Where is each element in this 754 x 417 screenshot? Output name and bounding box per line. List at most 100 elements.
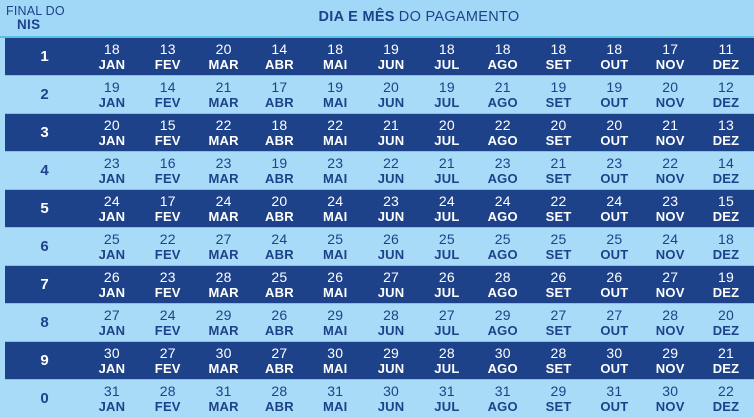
payment-month: MAI bbox=[323, 171, 348, 186]
payment-day: 29 bbox=[215, 307, 232, 323]
payment-date-cell: 23 NOV bbox=[642, 190, 698, 227]
table-row: 1 18 JAN 13 FEV 20 MAR 14 ABR 18 MAI 19 JUN 18 JUL 18 AG… bbox=[5, 38, 754, 76]
payment-day: 27 bbox=[215, 231, 232, 247]
table-row: 9 30 JAN 27 FEV 30 MAR 27 ABR 30 MAI 29 JUN 28 JUL 30 AG… bbox=[5, 342, 754, 380]
payment-date-cell: 27 NOV bbox=[642, 266, 698, 303]
payment-date-cell: 22 FEV bbox=[140, 228, 196, 265]
payment-month: FEV bbox=[154, 171, 181, 186]
payment-month: FEV bbox=[154, 247, 181, 262]
payment-month: JUN bbox=[377, 57, 405, 72]
nis-final-digit: 2 bbox=[40, 86, 49, 103]
payment-day: 27 bbox=[103, 307, 120, 323]
payment-day: 30 bbox=[215, 345, 232, 361]
payment-month: JUN bbox=[377, 133, 405, 148]
payment-date-cell: 25 MAI bbox=[307, 228, 363, 265]
payment-month: JAN bbox=[98, 323, 126, 338]
payment-day: 16 bbox=[159, 155, 176, 171]
payment-date-cell: 29 SET bbox=[531, 380, 587, 417]
payment-day: 24 bbox=[494, 193, 511, 209]
payment-month: JUL bbox=[434, 133, 460, 148]
payment-day: 28 bbox=[271, 383, 288, 399]
payment-month: DEZ bbox=[712, 171, 740, 186]
payment-date-cell: 18 JAN bbox=[84, 38, 140, 75]
payment-month: JUL bbox=[434, 247, 460, 262]
payment-month: SET bbox=[545, 399, 572, 414]
payment-day: 18 bbox=[550, 41, 567, 57]
payment-month: MAR bbox=[208, 95, 239, 110]
payment-month: ABR bbox=[265, 209, 294, 224]
payment-month: JUN bbox=[377, 399, 405, 414]
payment-month: NOV bbox=[655, 133, 685, 148]
payment-date-cell: 30 MAI bbox=[307, 342, 363, 379]
payment-day: 23 bbox=[383, 193, 400, 209]
payment-month: NOV bbox=[655, 361, 685, 376]
payment-month: JUL bbox=[434, 57, 460, 72]
payment-month: ABR bbox=[265, 323, 294, 338]
payment-month: DEZ bbox=[712, 285, 740, 300]
nis-final-digit: 1 bbox=[40, 48, 49, 65]
payment-month: MAR bbox=[208, 285, 239, 300]
payment-month: JUL bbox=[434, 361, 460, 376]
payment-month: JAN bbox=[98, 285, 126, 300]
payment-month: JUN bbox=[377, 323, 405, 338]
payment-date-cell: 21 MAR bbox=[196, 76, 252, 113]
payment-day: 24 bbox=[327, 193, 344, 209]
payment-month: JUL bbox=[434, 209, 460, 224]
payment-month: SET bbox=[545, 361, 572, 376]
payment-date-cell: 23 MAI bbox=[307, 152, 363, 189]
payment-day: 26 bbox=[438, 269, 455, 285]
payment-date-cell: 25 OUT bbox=[586, 228, 642, 265]
payment-month: JAN bbox=[98, 361, 126, 376]
payment-date-cell: 23 JAN bbox=[84, 152, 140, 189]
payment-date-cell: 19 JUL bbox=[419, 76, 475, 113]
payment-date-cell: 27 OUT bbox=[586, 304, 642, 341]
payment-date-cell: 27 MAR bbox=[196, 228, 252, 265]
payment-day: 23 bbox=[662, 193, 679, 209]
row-month-cells: 27 JAN 24 FEV 29 MAR 26 ABR 29 MAI 28 JUN 27 JUL 29 AGO… bbox=[84, 304, 754, 341]
payment-day: 14 bbox=[159, 79, 176, 95]
payment-day: 31 bbox=[103, 383, 120, 399]
payment-date-cell: 27 JUN bbox=[363, 266, 419, 303]
payment-day: 30 bbox=[327, 345, 344, 361]
payment-date-cell: 23 OUT bbox=[586, 152, 642, 189]
payment-month: MAI bbox=[323, 247, 348, 262]
payment-month: MAR bbox=[208, 133, 239, 148]
payment-date-cell: 24 MAI bbox=[307, 190, 363, 227]
payment-month: MAI bbox=[323, 361, 348, 376]
payment-date-cell: 31 JAN bbox=[84, 380, 140, 417]
payment-month: OUT bbox=[600, 247, 629, 262]
payment-day: 19 bbox=[606, 79, 623, 95]
payment-day: 30 bbox=[103, 345, 120, 361]
payment-day: 23 bbox=[215, 155, 232, 171]
payment-month: JUN bbox=[377, 285, 405, 300]
payment-month: JUL bbox=[434, 399, 460, 414]
payment-month: SET bbox=[545, 171, 572, 186]
payment-day: 17 bbox=[271, 79, 288, 95]
payment-month: JUN bbox=[377, 247, 405, 262]
payment-day: 15 bbox=[159, 117, 176, 133]
payment-date-cell: 31 MAI bbox=[307, 380, 363, 417]
payment-month: DEZ bbox=[712, 399, 740, 414]
payment-date-cell: 20 DEZ bbox=[698, 304, 754, 341]
payment-month: JAN bbox=[98, 399, 126, 414]
payment-month: DEZ bbox=[712, 133, 740, 148]
payment-month: AGO bbox=[487, 361, 518, 376]
payment-date-cell: 25 AGO bbox=[475, 228, 531, 265]
payment-month: FEV bbox=[154, 133, 181, 148]
payment-date-cell: 17 ABR bbox=[251, 76, 307, 113]
payment-day: 29 bbox=[494, 307, 511, 323]
payment-day: 24 bbox=[606, 193, 623, 209]
payment-day: 20 bbox=[718, 307, 735, 323]
payment-month: JAN bbox=[98, 209, 126, 224]
payment-day: 28 bbox=[494, 269, 511, 285]
payment-month: MAI bbox=[323, 133, 348, 148]
payment-date-cell: 24 NOV bbox=[642, 228, 698, 265]
payment-date-cell: 22 SET bbox=[531, 190, 587, 227]
payment-month: OUT bbox=[600, 361, 629, 376]
payment-day: 13 bbox=[718, 117, 735, 133]
payment-day: 11 bbox=[718, 41, 734, 57]
payment-month: MAR bbox=[208, 323, 239, 338]
payment-day: 31 bbox=[606, 383, 623, 399]
payment-month: SET bbox=[545, 209, 572, 224]
payment-date-cell: 23 MAR bbox=[196, 152, 252, 189]
